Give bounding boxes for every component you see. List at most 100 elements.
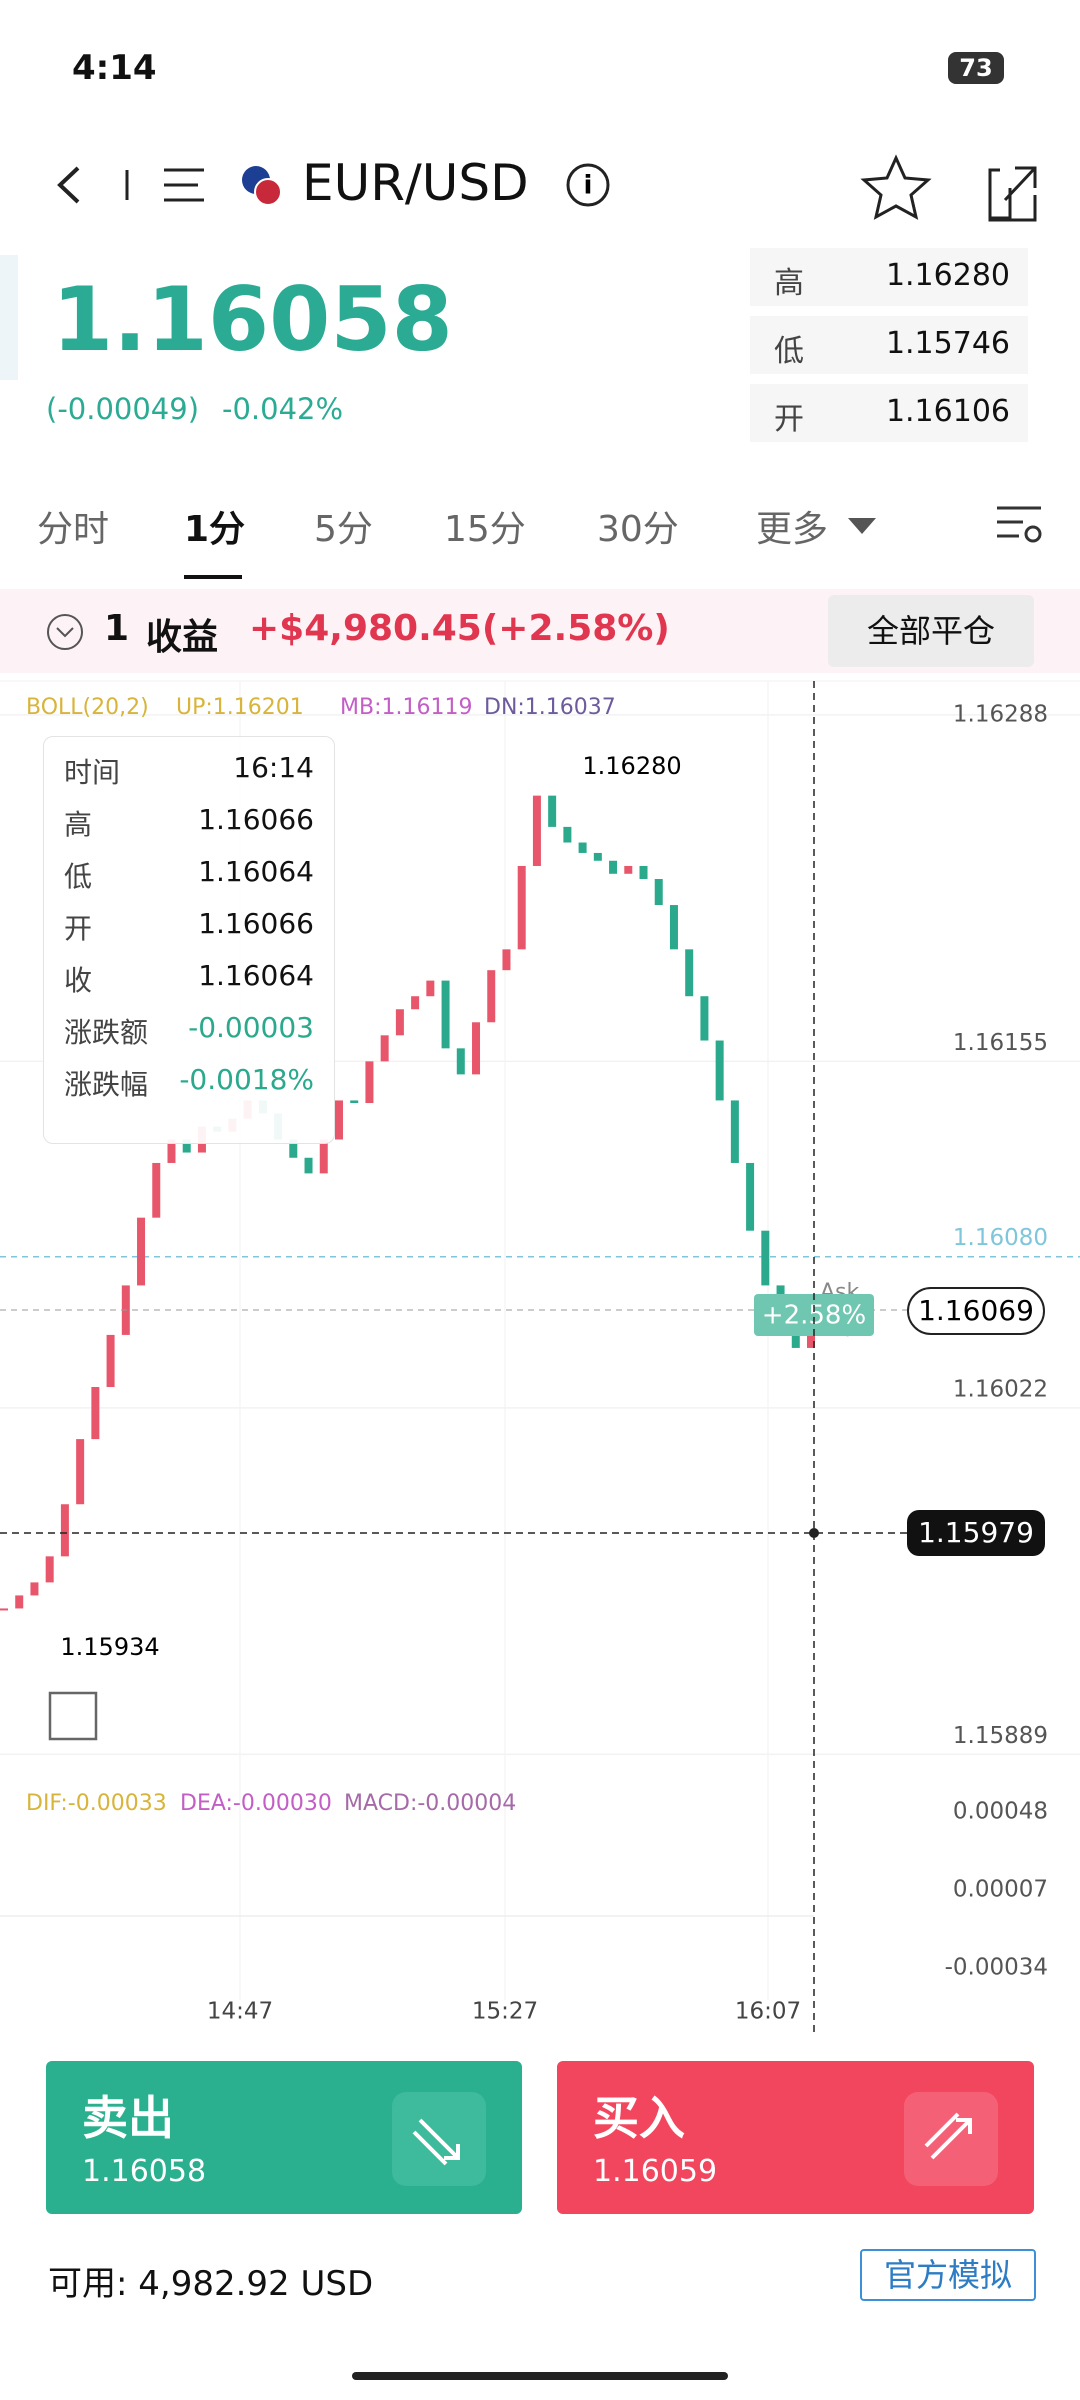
info-icon: i [584, 171, 593, 201]
back-button[interactable] [57, 166, 80, 204]
available-balance: 可用: 4,982.92 USD [48, 2264, 374, 2304]
candle [289, 1139, 298, 1158]
candle [548, 795, 557, 827]
tab-underline [184, 575, 242, 579]
low-label: 1.15934 [60, 1633, 159, 1661]
y-tick-label: 1.15889 [953, 1723, 1048, 1749]
tooltip-value: 1.16066 [198, 803, 314, 836]
stat-label: 低 [774, 334, 804, 369]
y-tick-label: 1.16080 [953, 1225, 1048, 1251]
y-tick-label: 1.16022 [953, 1376, 1048, 1402]
candle [715, 1040, 724, 1101]
symbol: EUR/USD [302, 154, 529, 212]
tab[interactable]: 30分 [597, 509, 679, 550]
candle [45, 1556, 54, 1583]
account-mode[interactable]: 官方模拟 [860, 2249, 1036, 2301]
ask-price-box [907, 1287, 1045, 1335]
candle [578, 842, 587, 853]
macd-tick: 0.00048 [953, 1799, 1048, 1825]
candle [350, 1100, 359, 1104]
candle [30, 1582, 39, 1596]
time-label: 15:27 [472, 1999, 538, 2025]
high-label: 1.16280 [582, 752, 681, 780]
tooltip-key: 时间 [64, 756, 121, 789]
candle [76, 1439, 85, 1505]
tooltip-value: 1.16064 [198, 959, 314, 992]
stat-value: 1.15746 [885, 326, 1010, 361]
candle [685, 949, 694, 997]
chart-settings[interactable] [995, 502, 1045, 548]
y-tick-label: 1.16288 [953, 701, 1048, 727]
candle [15, 1595, 24, 1609]
candle [441, 980, 450, 1049]
pnl-value: +$4,980.45(+2.58%) [249, 608, 670, 649]
candle [456, 1048, 465, 1075]
menu-button[interactable] [164, 168, 204, 202]
time-label: 16:07 [735, 1999, 801, 2025]
candle [304, 1157, 313, 1174]
tooltip-value: -0.00003 [188, 1011, 314, 1044]
candle [0, 1608, 8, 1611]
candle [654, 878, 663, 906]
legend-item: DN:1.16037 [484, 695, 616, 720]
tooltip-value: 1.16064 [198, 855, 314, 888]
crosshair-box [907, 1510, 1045, 1556]
buy-label: 买入 [593, 2091, 685, 2145]
stat-label: 高 [774, 266, 804, 301]
candle [593, 852, 602, 861]
crosshair-price: 1.15979 [918, 1516, 1034, 1549]
sell-icon [392, 2092, 486, 2186]
nav-icons: i [57, 154, 1037, 222]
pct-badge [754, 1294, 874, 1336]
candle [502, 949, 511, 971]
stat-row [750, 384, 1028, 442]
candle [319, 1139, 328, 1174]
fullscreen-button[interactable] [48, 1691, 98, 1741]
macd-legend: DIF:-0.00033 [26, 1791, 167, 1816]
time-label: 14:47 [207, 1999, 273, 2025]
stat-value: 1.16106 [885, 394, 1010, 429]
macd-tick: -0.00034 [945, 1955, 1048, 1981]
more-arrow [848, 518, 876, 534]
tab[interactable]: 分时 [37, 509, 110, 550]
candle [334, 1100, 343, 1140]
candle [426, 980, 435, 997]
ask-price: 1.16069 [918, 1294, 1034, 1327]
buy-price: 1.16059 [593, 2154, 718, 2189]
legend-item: MB:1.16119 [340, 695, 472, 720]
stat-label: 开 [774, 402, 804, 437]
close-all-button[interactable]: 全部平仓 [828, 595, 1034, 667]
macd-tick: 0.00007 [953, 1877, 1048, 1903]
change: (-0.00049) [46, 392, 200, 426]
legend-item: BOLL(20,2) [26, 695, 149, 720]
candle [563, 826, 572, 843]
candle [700, 996, 709, 1041]
tab[interactable]: 更多 [756, 509, 829, 550]
stat-row [750, 316, 1028, 374]
legend-item: UP:1.16201 [176, 695, 304, 720]
tooltip-value: 16:14 [233, 751, 314, 784]
candle [152, 1162, 161, 1218]
macd-legend: MACD:-0.00004 [344, 1791, 516, 1816]
expand-toggle[interactable] [45, 612, 85, 652]
tab[interactable]: 15分 [444, 509, 526, 550]
tooltip-value: -0.0018% [179, 1063, 314, 1096]
tooltip-key: 开 [64, 912, 93, 945]
tab[interactable]: 5分 [314, 509, 373, 550]
candle [106, 1334, 115, 1388]
tooltip-key: 高 [64, 808, 93, 841]
favorite-button[interactable] [860, 154, 932, 220]
share-button[interactable] [988, 166, 1037, 222]
macd-legend: DEA:-0.00030 [180, 1791, 332, 1816]
tab[interactable]: 1分 [184, 509, 246, 550]
tooltip-key: 涨跌幅 [64, 1068, 149, 1101]
tooltip-key: 收 [64, 964, 93, 997]
tooltip: 时间 16:14 高 1.16066 低 1.16064 开 1.16066 收 1.16064 涨… [43, 736, 335, 1144]
info-button[interactable] [566, 163, 610, 207]
candle [395, 1009, 404, 1036]
candle [91, 1387, 100, 1440]
y-tick-label: 1.16155 [953, 1030, 1048, 1056]
candle [487, 970, 496, 1023]
sell-price: 1.16058 [82, 2154, 207, 2189]
edge [0, 255, 18, 380]
